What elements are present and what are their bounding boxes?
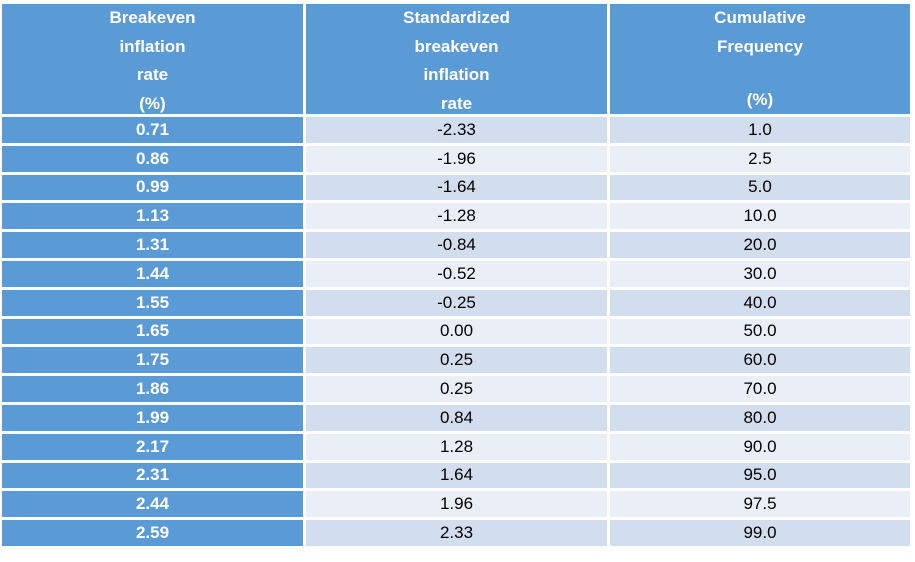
- table-row: 2.17 1.28 90.0: [2, 433, 910, 460]
- table-row: 2.31 1.64 95.0: [2, 462, 910, 489]
- cumulative-frequency-cell: 60.0: [610, 347, 910, 374]
- cumulative-frequency-cell: 80.0: [610, 404, 910, 431]
- cumulative-frequency-cell: 2.5: [610, 145, 910, 172]
- table-row: 0.71 -2.33 1.0: [2, 117, 910, 143]
- breakeven-rate-cell: 2.17: [2, 433, 303, 460]
- table-header-row: Breakeven inflation rate (%) Standardize…: [2, 4, 910, 114]
- header-line: (%): [139, 93, 166, 113]
- cumulative-frequency-cell: 5.0: [610, 174, 910, 201]
- standardized-rate-cell: 0.25: [306, 347, 607, 374]
- standardized-rate-cell: 0.00: [306, 318, 607, 345]
- standardized-rate-cell: 0.25: [306, 376, 607, 402]
- header-line: rate: [136, 65, 169, 84]
- header-line: Frequency: [717, 36, 803, 56]
- standardized-rate-cell: -0.52: [306, 260, 607, 287]
- table-body: 0.71 -2.33 1.0 0.86 -1.96 2.5 0.99 -1.64 5.0 1.13…: [2, 117, 910, 546]
- breakeven-rate-cell: 1.99: [2, 404, 303, 431]
- table-row: 1.31 -0.84 20.0: [2, 232, 910, 258]
- cumulative-frequency-cell: 95.0: [610, 462, 910, 489]
- header-line: inflation: [423, 65, 490, 84]
- cumulative-frequency-cell: 40.0: [610, 289, 910, 316]
- table-row: 1.99 0.84 80.0: [2, 404, 910, 431]
- standardized-rate-cell: -0.25: [306, 289, 607, 316]
- cumulative-frequency-cell: 10.0: [610, 203, 910, 230]
- standardized-rate-cell: -1.96: [306, 145, 607, 172]
- breakeven-rate-cell: 2.59: [2, 520, 303, 546]
- breakeven-rate-cell: 1.75: [2, 347, 303, 374]
- table-row: 0.86 -1.96 2.5: [2, 145, 910, 172]
- breakeven-rate-cell: 1.55: [2, 289, 303, 316]
- breakeven-rate-cell: 1.86: [2, 376, 303, 402]
- header-line: (%): [746, 89, 774, 109]
- cumulative-frequency-cell: 20.0: [610, 232, 910, 258]
- cumulative-frequency-cell: 70.0: [610, 376, 910, 402]
- header-line: breakeven: [414, 36, 499, 56]
- standardized-rate-cell: 1.64: [306, 462, 607, 489]
- header-cumulative-frequency: Cumulative Frequency (%): [610, 4, 910, 114]
- header-line: Standardized: [403, 8, 510, 27]
- cumulative-frequency-cell: 1.0: [610, 117, 910, 143]
- standardized-rate-cell: -1.64: [306, 174, 607, 201]
- breakeven-rate-cell: 1.31: [2, 232, 303, 258]
- breakeven-rate-cell: 0.86: [2, 145, 303, 172]
- breakeven-rate-cell: 1.44: [2, 260, 303, 287]
- standardized-rate-cell: 1.96: [306, 491, 607, 518]
- breakeven-rate-cell: 1.13: [2, 203, 303, 230]
- cumulative-frequency-cell: 99.0: [610, 520, 910, 546]
- breakeven-rate-cell: 0.71: [2, 117, 303, 143]
- table-row: 1.13 -1.28 10.0: [2, 203, 910, 230]
- table-row: 1.44 -0.52 30.0: [2, 260, 910, 287]
- header-line: Cumulative: [714, 8, 806, 27]
- table-row: 2.44 1.96 97.5: [2, 491, 910, 518]
- standardized-rate-cell: -0.84: [306, 232, 607, 258]
- standardized-rate-cell: -2.33: [306, 117, 607, 143]
- table-row: 1.75 0.25 60.0: [2, 347, 910, 374]
- table-row: 0.99 -1.64 5.0: [2, 174, 910, 201]
- standardized-rate-cell: 2.33: [306, 520, 607, 546]
- table-row: 1.65 0.00 50.0: [2, 318, 910, 345]
- breakeven-rate-cell: 0.99: [2, 174, 303, 201]
- header-line: rate: [440, 93, 473, 113]
- breakeven-rate-cell: 1.65: [2, 318, 303, 345]
- standardized-rate-cell: 0.84: [306, 404, 607, 431]
- header-line: Breakeven: [109, 8, 196, 27]
- header-line: inflation: [119, 36, 186, 56]
- standardized-rate-cell: -1.28: [306, 203, 607, 230]
- table-row: 1.55 -0.25 40.0: [2, 289, 910, 316]
- table-row: 2.59 2.33 99.0: [2, 520, 910, 546]
- cumulative-frequency-cell: 30.0: [610, 260, 910, 287]
- breakeven-rate-cell: 2.31: [2, 462, 303, 489]
- table-row: 1.86 0.25 70.0: [2, 376, 910, 402]
- header-breakeven-inflation-rate: Breakeven inflation rate (%): [2, 4, 303, 114]
- cumulative-frequency-cell: 97.5: [610, 491, 910, 518]
- breakeven-inflation-table: Breakeven inflation rate (%) Standardize…: [2, 4, 910, 549]
- cumulative-frequency-cell: 50.0: [610, 318, 910, 345]
- standardized-rate-cell: 1.28: [306, 433, 607, 460]
- cumulative-frequency-cell: 90.0: [610, 433, 910, 460]
- header-standardized-breakeven-inflation-rate: Standardized breakeven inflation rate: [306, 4, 607, 114]
- breakeven-rate-cell: 2.44: [2, 491, 303, 518]
